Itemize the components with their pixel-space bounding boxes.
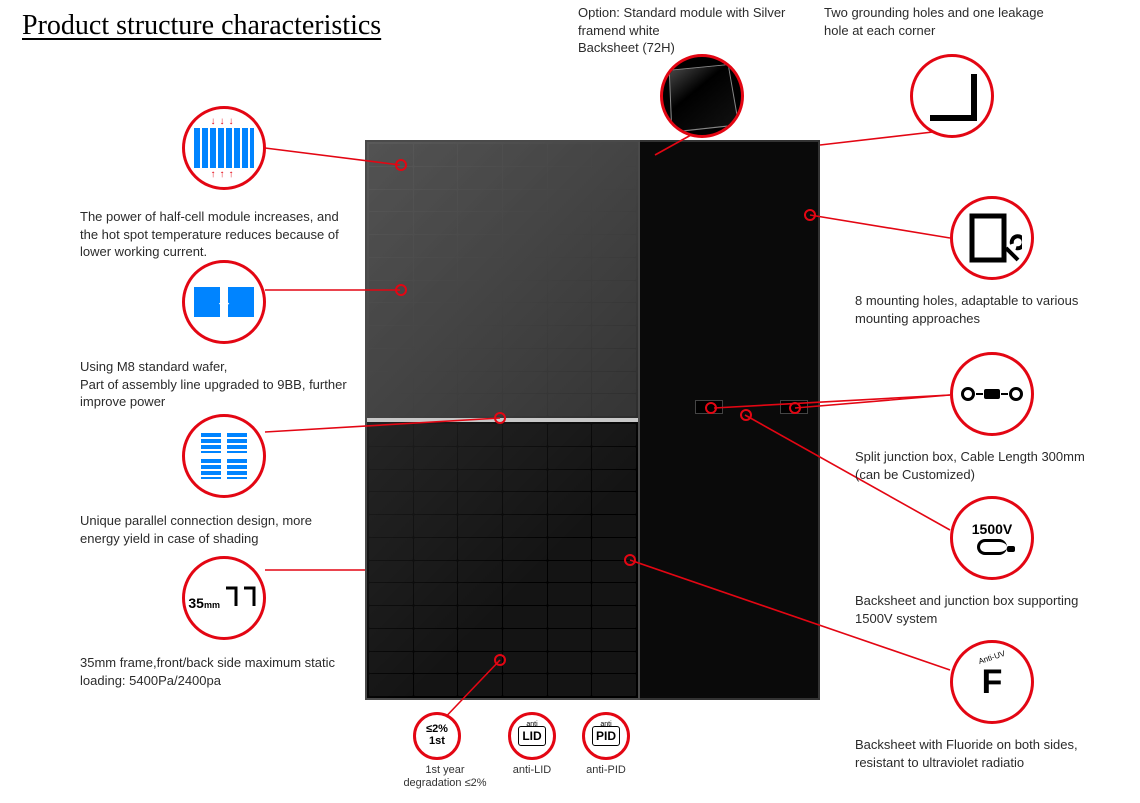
wrench-icon [950, 196, 1034, 280]
wafer-icon [182, 260, 266, 344]
corner-desc: Two grounding holes and one leakage hole… [824, 4, 1054, 39]
antiuv-desc: Backsheet with Fluoride on both sides, r… [855, 736, 1115, 771]
halfcell-desc: The power of half-cell module increases,… [80, 208, 360, 261]
target-dot [494, 654, 506, 666]
degradation-label: 1st year degradation ≤2% [395, 764, 495, 790]
parallel-icon [182, 414, 266, 498]
junction-desc: Split junction box, Cable Length 300mm (… [855, 448, 1105, 483]
antiuv-letter: F [982, 665, 1003, 699]
target-dot [740, 409, 752, 421]
target-dot [494, 412, 506, 424]
lid-icon: anti LID [508, 712, 556, 760]
parallel-desc: Unique parallel connection design, more … [80, 512, 350, 547]
target-dot [804, 209, 816, 221]
page-title: Product structure characteristics [22, 10, 381, 42]
target-dot [789, 402, 801, 414]
pid-badge: PID [592, 726, 620, 746]
wrench-desc: 8 mounting holes, adaptable to various m… [855, 292, 1095, 327]
degradation-icon: ≤2% 1st [413, 712, 461, 760]
solar-panel-back [630, 140, 820, 700]
pid-anti: anti [600, 721, 611, 728]
degradation-sub: 1st [426, 736, 448, 748]
v1500-icon: 1500V [950, 496, 1034, 580]
lid-label: anti-LID [504, 764, 560, 777]
target-dot [705, 402, 717, 414]
panel-half-top [367, 142, 638, 418]
lid-anti: anti [526, 721, 537, 728]
v1500-desc: Backsheet and junction box supporting 15… [855, 592, 1095, 627]
wafer-desc: Using M8 standard wafer, Part of assembl… [80, 358, 360, 411]
pid-label: anti-PID [578, 764, 634, 777]
back-option-icon [660, 54, 744, 138]
pid-icon: anti PID [582, 712, 630, 760]
target-dot [395, 159, 407, 171]
halfcell-icon [182, 106, 266, 190]
back-option-desc: Option: Standard module with Silver fram… [578, 4, 788, 57]
antiuv-icon: Anti-UV F [950, 640, 1034, 724]
lid-badge: LID [518, 726, 545, 746]
corner-icon [910, 54, 994, 138]
v1500-badge: 1500V [972, 521, 1012, 537]
frame35-value: 35mm [188, 595, 220, 611]
frame35-desc: 35mm frame,front/back side maximum stati… [80, 654, 360, 689]
junction-icon [950, 352, 1034, 436]
target-dot [395, 284, 407, 296]
frame35-icon: 35mm [182, 556, 266, 640]
target-dot [624, 554, 636, 566]
